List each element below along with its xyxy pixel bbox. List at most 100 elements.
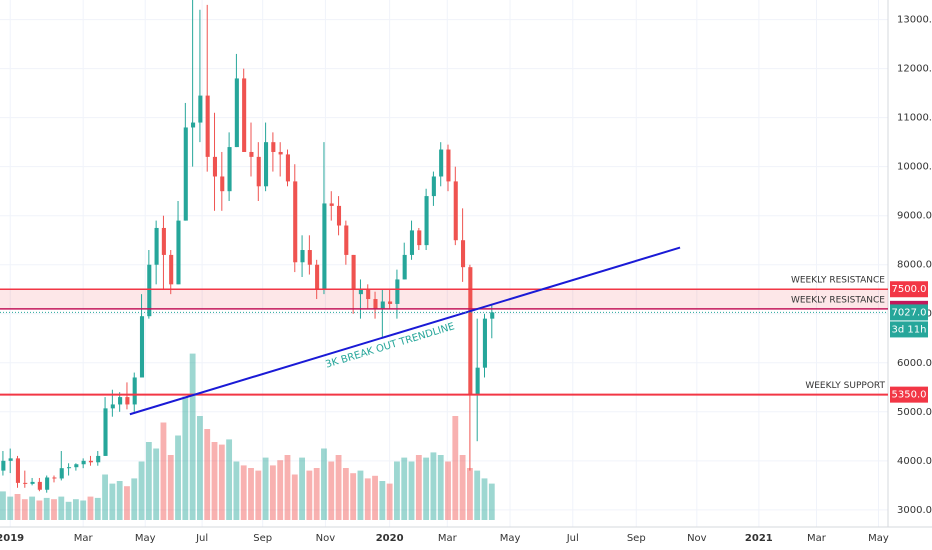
volume-bar — [350, 473, 357, 520]
volume-bar — [116, 481, 123, 520]
volume-bar — [313, 468, 320, 520]
candle-body — [212, 156, 218, 177]
last-price-box — [890, 304, 928, 321]
candle-body — [417, 230, 422, 246]
volume-bar — [153, 448, 160, 520]
candle-body — [373, 299, 378, 309]
candle-body — [103, 408, 108, 456]
candle-body — [205, 95, 210, 157]
x-tick-label: Sep — [627, 533, 646, 544]
last-price-label: 7027.0 — [892, 307, 927, 318]
candle-body — [256, 156, 261, 187]
volume-bar — [342, 468, 349, 520]
volume-bar — [445, 461, 451, 520]
volume-bar — [124, 486, 130, 520]
candle-body — [118, 397, 123, 405]
candle-body — [263, 142, 269, 187]
level-text: WEEKLY RESISTANCE — [791, 295, 885, 305]
x-tick-label: May — [500, 533, 521, 544]
candle-body — [191, 122, 196, 128]
candle-body — [395, 279, 400, 304]
candle-body — [30, 481, 35, 484]
x-tick-label: Nov — [687, 533, 707, 544]
volume-bar — [277, 460, 284, 520]
candle-body — [198, 95, 203, 123]
candle-body — [409, 230, 415, 255]
y-tick-label: 13000.0 — [897, 15, 932, 26]
x-tick-label: Mar — [438, 533, 458, 544]
candle-body — [45, 477, 50, 490]
volume-bar — [218, 444, 225, 520]
candle-body — [169, 254, 174, 285]
candle-body — [431, 176, 436, 197]
candle-body — [453, 181, 458, 241]
candle-body — [220, 176, 225, 192]
y-tick-label: 3000.0 — [897, 505, 932, 516]
volume-bar — [466, 468, 473, 520]
candle-body — [183, 127, 188, 221]
candle-body — [242, 78, 247, 152]
candle-body — [468, 267, 473, 395]
candle-body — [388, 301, 393, 304]
volume-bar — [255, 470, 262, 520]
candle-body — [139, 316, 145, 378]
candle-body — [81, 460, 86, 465]
candle-body — [88, 460, 93, 463]
candle-body — [380, 301, 385, 309]
y-tick-label: 11000.0 — [897, 113, 932, 124]
volume-bar — [102, 474, 108, 520]
volume-bar — [430, 452, 437, 520]
trendline — [129, 246, 681, 416]
x-tick-label: Jul — [195, 533, 208, 544]
candle-body — [74, 464, 79, 468]
candle-body — [37, 481, 42, 490]
volume-bar — [72, 499, 79, 520]
resistance-zone — [0, 289, 888, 309]
level-price-box — [890, 281, 928, 298]
x-tick-label: Sep — [253, 533, 272, 544]
volume-bar — [109, 483, 116, 520]
candle-body — [490, 312, 495, 319]
y-tick-label: 5000.0 — [897, 407, 932, 418]
volume-bar — [401, 457, 408, 520]
volume-bar — [0, 491, 6, 520]
candle-body — [227, 147, 232, 192]
candle-body — [351, 254, 356, 290]
candle-body — [475, 367, 480, 395]
volume-bar — [408, 461, 415, 520]
level-price-label: 7500.0 — [892, 284, 927, 295]
candle-body — [358, 289, 363, 295]
volume-bar — [299, 457, 305, 520]
x-tick-label: 2021 — [745, 533, 773, 544]
y-tick-label: 9000.0 — [897, 211, 932, 222]
volume-bar — [394, 461, 400, 520]
volume-bar — [240, 465, 247, 520]
candle-body — [8, 458, 13, 461]
candle-body — [402, 254, 407, 280]
candle-body — [315, 264, 320, 290]
x-tick-label: Mar — [74, 533, 94, 544]
candle-body — [300, 250, 305, 263]
x-tick-label: Mar — [807, 533, 827, 544]
volume-bar — [328, 461, 335, 520]
volume-bar — [415, 455, 422, 520]
x-tick-label: 2019 — [0, 533, 24, 544]
volume-bar — [437, 455, 444, 520]
candle-body — [461, 240, 466, 268]
volume-bar — [145, 442, 152, 520]
volume-bar — [36, 500, 43, 520]
candle-body — [125, 397, 130, 405]
y-tick-label: 10000.0 — [897, 162, 932, 173]
candle-body — [154, 227, 159, 265]
candle-body — [271, 142, 276, 152]
candle-body — [15, 458, 20, 483]
volume-bar — [7, 496, 14, 520]
candle-body — [234, 78, 239, 148]
level-text: WEEKLY RESISTANCE — [791, 276, 885, 286]
volume-bar — [167, 455, 174, 520]
volume-bar — [211, 442, 218, 520]
x-tick-label: May — [135, 533, 156, 544]
volume-bar — [488, 483, 495, 520]
candle-body — [285, 154, 290, 182]
